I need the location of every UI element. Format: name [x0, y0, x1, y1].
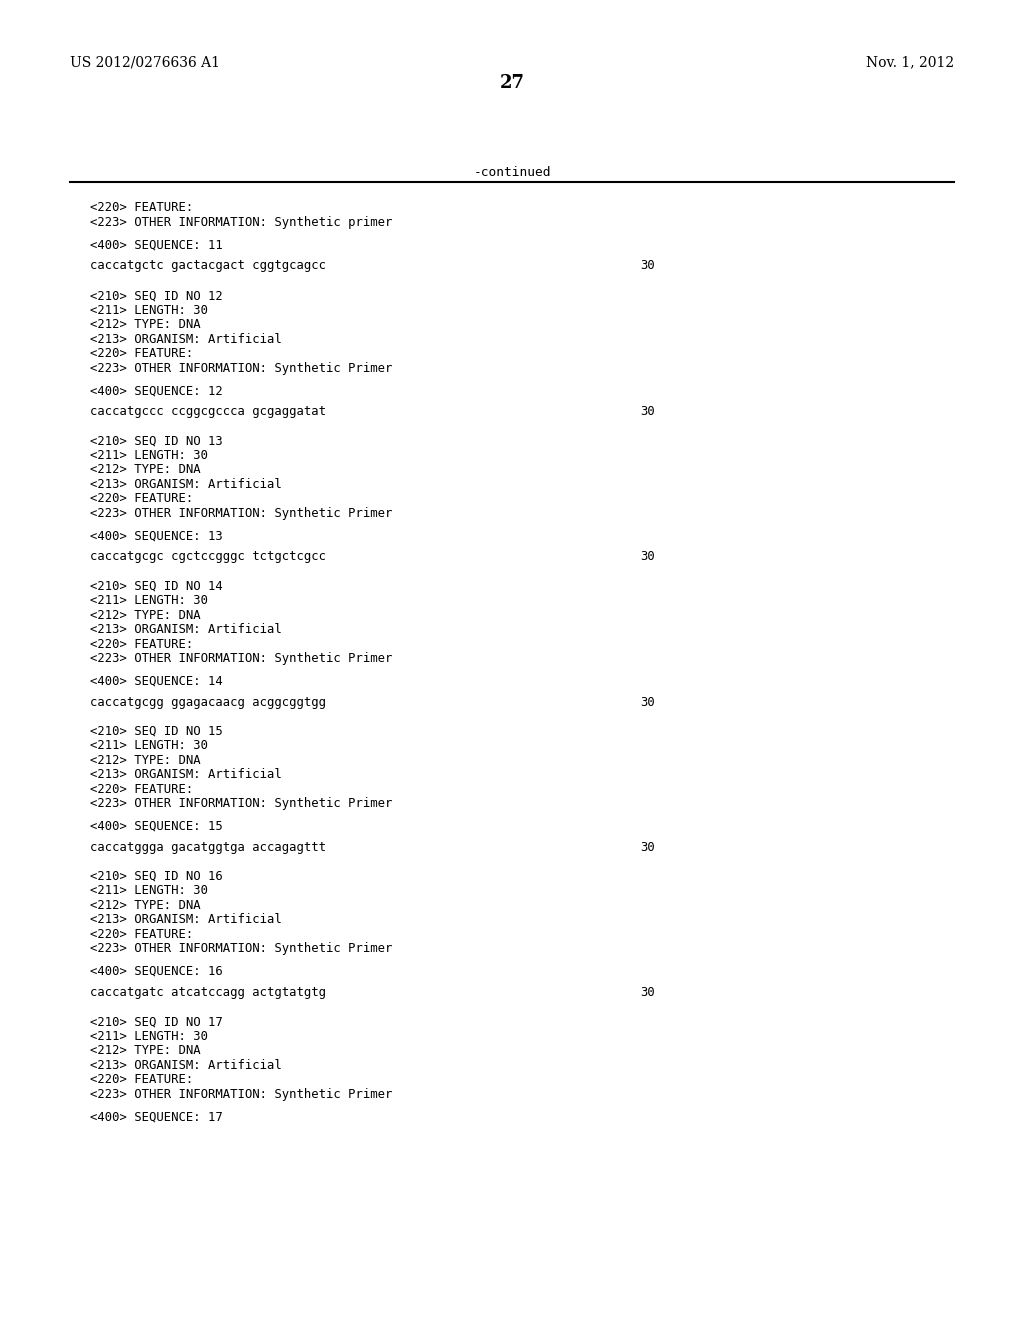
Text: <212> TYPE: DNA: <212> TYPE: DNA: [90, 463, 201, 477]
Text: 30: 30: [640, 260, 654, 272]
Text: <212> TYPE: DNA: <212> TYPE: DNA: [90, 754, 201, 767]
Text: <400> SEQUENCE: 13: <400> SEQUENCE: 13: [90, 529, 223, 543]
Text: <210> SEQ ID NO 14: <210> SEQ ID NO 14: [90, 579, 223, 593]
Text: <212> TYPE: DNA: <212> TYPE: DNA: [90, 1044, 201, 1057]
Text: <213> ORGANISM: Artificial: <213> ORGANISM: Artificial: [90, 333, 282, 346]
Text: <212> TYPE: DNA: <212> TYPE: DNA: [90, 609, 201, 622]
Text: <223> OTHER INFORMATION: Synthetic Primer: <223> OTHER INFORMATION: Synthetic Prime…: [90, 1088, 392, 1101]
Text: 30: 30: [640, 986, 654, 999]
Text: 30: 30: [640, 550, 654, 564]
Text: -continued: -continued: [473, 166, 551, 180]
Text: <223> OTHER INFORMATION: Synthetic primer: <223> OTHER INFORMATION: Synthetic prime…: [90, 215, 392, 228]
Text: US 2012/0276636 A1: US 2012/0276636 A1: [70, 55, 219, 70]
Text: caccatgctc gactacgact cggtgcagcc: caccatgctc gactacgact cggtgcagcc: [90, 260, 326, 272]
Text: <400> SEQUENCE: 14: <400> SEQUENCE: 14: [90, 675, 223, 688]
Text: <220> FEATURE:: <220> FEATURE:: [90, 347, 194, 360]
Text: <211> LENGTH: 30: <211> LENGTH: 30: [90, 304, 208, 317]
Text: <213> ORGANISM: Artificial: <213> ORGANISM: Artificial: [90, 768, 282, 781]
Text: <400> SEQUENCE: 11: <400> SEQUENCE: 11: [90, 238, 223, 251]
Text: <210> SEQ ID NO 12: <210> SEQ ID NO 12: [90, 289, 223, 302]
Text: <400> SEQUENCE: 17: <400> SEQUENCE: 17: [90, 1110, 223, 1123]
Text: <220> FEATURE:: <220> FEATURE:: [90, 783, 194, 796]
Text: <400> SEQUENCE: 16: <400> SEQUENCE: 16: [90, 965, 223, 978]
Text: <213> ORGANISM: Artificial: <213> ORGANISM: Artificial: [90, 623, 282, 636]
Text: <212> TYPE: DNA: <212> TYPE: DNA: [90, 899, 201, 912]
Text: <400> SEQUENCE: 15: <400> SEQUENCE: 15: [90, 820, 223, 833]
Text: <213> ORGANISM: Artificial: <213> ORGANISM: Artificial: [90, 913, 282, 927]
Text: <223> OTHER INFORMATION: Synthetic Primer: <223> OTHER INFORMATION: Synthetic Prime…: [90, 652, 392, 665]
Text: <213> ORGANISM: Artificial: <213> ORGANISM: Artificial: [90, 1059, 282, 1072]
Text: <223> OTHER INFORMATION: Synthetic Primer: <223> OTHER INFORMATION: Synthetic Prime…: [90, 362, 392, 375]
Text: <223> OTHER INFORMATION: Synthetic Primer: <223> OTHER INFORMATION: Synthetic Prime…: [90, 507, 392, 520]
Text: 30: 30: [640, 696, 654, 709]
Text: <212> TYPE: DNA: <212> TYPE: DNA: [90, 318, 201, 331]
Text: 30: 30: [640, 405, 654, 418]
Text: <210> SEQ ID NO 13: <210> SEQ ID NO 13: [90, 434, 223, 447]
Text: <210> SEQ ID NO 15: <210> SEQ ID NO 15: [90, 725, 223, 738]
Text: <211> LENGTH: 30: <211> LENGTH: 30: [90, 449, 208, 462]
Text: <220> FEATURE:: <220> FEATURE:: [90, 1073, 194, 1086]
Text: <400> SEQUENCE: 12: <400> SEQUENCE: 12: [90, 384, 223, 397]
Text: 27: 27: [500, 74, 524, 92]
Text: <210> SEQ ID NO 17: <210> SEQ ID NO 17: [90, 1015, 223, 1028]
Text: caccatggga gacatggtga accagagttt: caccatggga gacatggtga accagagttt: [90, 841, 326, 854]
Text: <210> SEQ ID NO 16: <210> SEQ ID NO 16: [90, 870, 223, 883]
Text: <223> OTHER INFORMATION: Synthetic Primer: <223> OTHER INFORMATION: Synthetic Prime…: [90, 797, 392, 810]
Text: caccatgatc atcatccagg actgtatgtg: caccatgatc atcatccagg actgtatgtg: [90, 986, 326, 999]
Text: <220> FEATURE:: <220> FEATURE:: [90, 638, 194, 651]
Text: caccatgcgc cgctccgggc tctgctcgcc: caccatgcgc cgctccgggc tctgctcgcc: [90, 550, 326, 564]
Text: caccatgccc ccggcgccca gcgaggatat: caccatgccc ccggcgccca gcgaggatat: [90, 405, 326, 418]
Text: <211> LENGTH: 30: <211> LENGTH: 30: [90, 1030, 208, 1043]
Text: <220> FEATURE:: <220> FEATURE:: [90, 928, 194, 941]
Text: <220> FEATURE:: <220> FEATURE:: [90, 201, 194, 214]
Text: <211> LENGTH: 30: <211> LENGTH: 30: [90, 884, 208, 898]
Text: <220> FEATURE:: <220> FEATURE:: [90, 492, 194, 506]
Text: 30: 30: [640, 841, 654, 854]
Text: <223> OTHER INFORMATION: Synthetic Primer: <223> OTHER INFORMATION: Synthetic Prime…: [90, 942, 392, 956]
Text: <211> LENGTH: 30: <211> LENGTH: 30: [90, 739, 208, 752]
Text: caccatgcgg ggagacaacg acggcggtgg: caccatgcgg ggagacaacg acggcggtgg: [90, 696, 326, 709]
Text: <213> ORGANISM: Artificial: <213> ORGANISM: Artificial: [90, 478, 282, 491]
Text: Nov. 1, 2012: Nov. 1, 2012: [866, 55, 954, 70]
Text: <211> LENGTH: 30: <211> LENGTH: 30: [90, 594, 208, 607]
